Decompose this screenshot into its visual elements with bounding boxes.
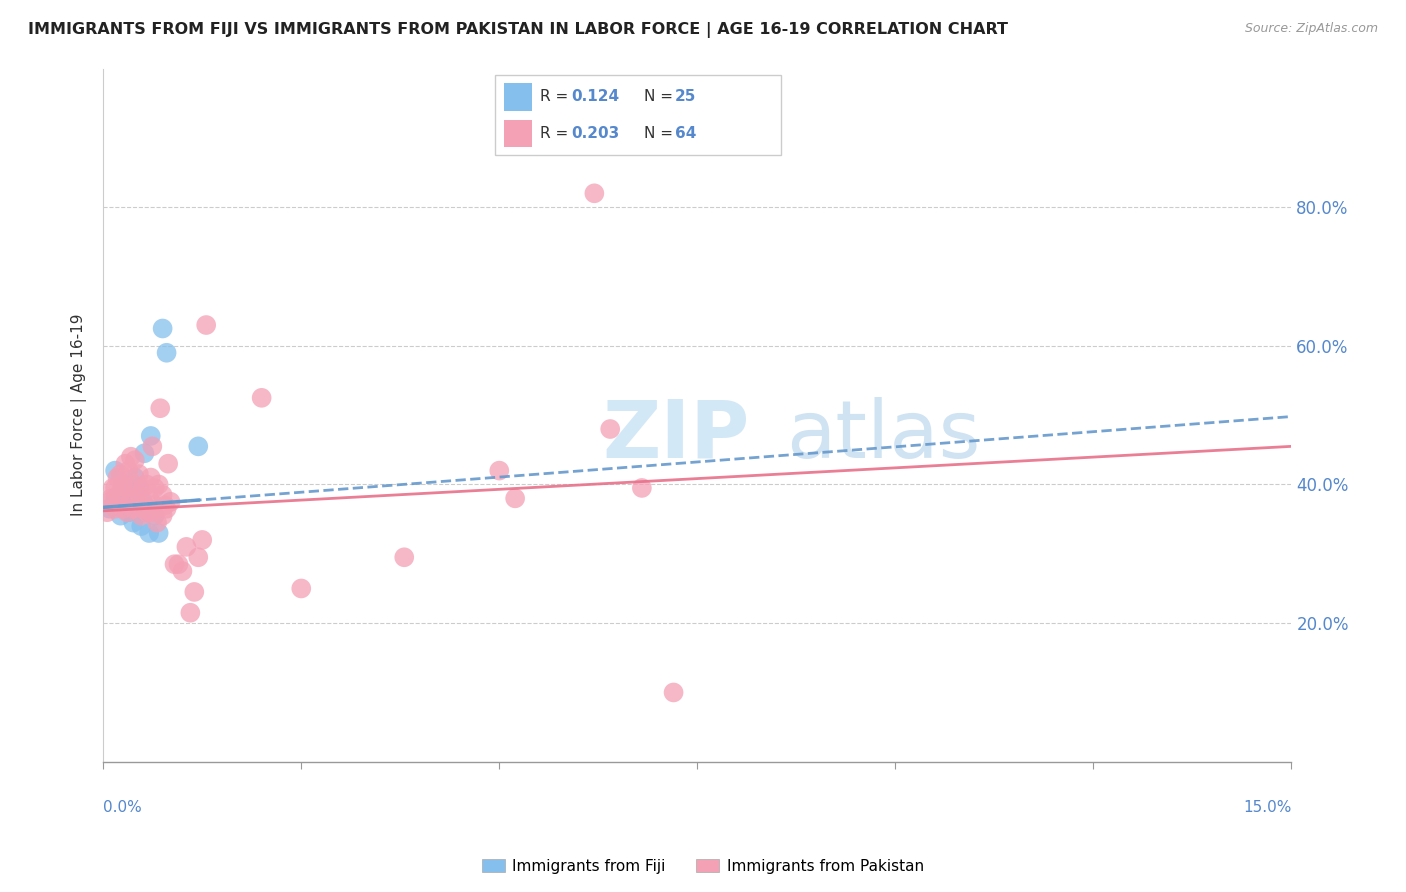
- Point: [141, 439, 163, 453]
- Point: [503, 491, 526, 506]
- Point: [139, 470, 162, 484]
- Point: [135, 505, 157, 519]
- Point: [120, 491, 142, 506]
- Point: [146, 516, 169, 530]
- Point: [124, 477, 146, 491]
- Point: [183, 585, 205, 599]
- Point: [115, 505, 138, 519]
- Point: [148, 526, 170, 541]
- Point: [179, 606, 201, 620]
- Point: [122, 501, 145, 516]
- Point: [129, 508, 152, 523]
- Point: [98, 495, 121, 509]
- Point: [117, 464, 139, 478]
- Text: IMMIGRANTS FROM FIJI VS IMMIGRANTS FROM PAKISTAN IN LABOR FORCE | AGE 16-19 CORR: IMMIGRANTS FROM FIJI VS IMMIGRANTS FROM …: [28, 22, 1008, 38]
- Point: [122, 516, 145, 530]
- Point: [100, 491, 122, 506]
- Point: [110, 508, 132, 523]
- Point: [394, 550, 416, 565]
- Text: 15.0%: 15.0%: [1243, 800, 1292, 815]
- Point: [195, 318, 218, 332]
- Point: [167, 558, 190, 572]
- Text: Source: ZipAtlas.com: Source: ZipAtlas.com: [1244, 22, 1378, 36]
- Point: [128, 488, 150, 502]
- Point: [124, 470, 146, 484]
- Point: [143, 498, 166, 512]
- Point: [134, 446, 156, 460]
- Point: [110, 484, 132, 499]
- Point: [631, 481, 654, 495]
- Point: [124, 453, 146, 467]
- Point: [117, 505, 139, 519]
- Point: [104, 501, 127, 516]
- Point: [187, 550, 209, 565]
- Text: 0.0%: 0.0%: [103, 800, 142, 815]
- Point: [172, 564, 194, 578]
- Point: [191, 533, 214, 547]
- Point: [139, 505, 162, 519]
- Point: [143, 481, 166, 495]
- Point: [115, 481, 138, 495]
- Point: [152, 488, 174, 502]
- Point: [138, 526, 160, 541]
- Point: [148, 477, 170, 491]
- Point: [104, 491, 127, 506]
- Point: [155, 345, 177, 359]
- Point: [138, 491, 160, 506]
- Point: [128, 481, 150, 495]
- Point: [148, 501, 170, 516]
- Point: [132, 481, 155, 495]
- Y-axis label: In Labor Force | Age 16-19: In Labor Force | Age 16-19: [72, 314, 87, 516]
- Point: [157, 457, 180, 471]
- Point: [110, 467, 132, 481]
- Point: [155, 501, 177, 516]
- Point: [125, 491, 148, 506]
- Point: [132, 495, 155, 509]
- Point: [135, 477, 157, 491]
- Point: [104, 481, 127, 495]
- Point: [108, 498, 131, 512]
- Point: [132, 501, 155, 516]
- Point: [111, 477, 134, 491]
- Point: [111, 477, 134, 491]
- Point: [290, 582, 312, 596]
- Point: [149, 401, 172, 416]
- Point: [115, 488, 138, 502]
- Point: [163, 558, 186, 572]
- Point: [599, 422, 621, 436]
- Point: [134, 498, 156, 512]
- Legend: Immigrants from Fiji, Immigrants from Pakistan: Immigrants from Fiji, Immigrants from Pa…: [475, 853, 931, 880]
- Point: [101, 481, 124, 495]
- Point: [187, 439, 209, 453]
- Point: [662, 685, 685, 699]
- Point: [153, 498, 176, 512]
- Point: [488, 464, 510, 478]
- Point: [98, 501, 121, 516]
- Point: [120, 484, 142, 499]
- Point: [152, 321, 174, 335]
- Point: [152, 508, 174, 523]
- Text: atlas: atlas: [786, 397, 981, 475]
- Point: [120, 450, 142, 464]
- Point: [583, 186, 606, 201]
- Point: [250, 391, 273, 405]
- Point: [107, 470, 129, 484]
- Point: [159, 495, 181, 509]
- Point: [114, 457, 136, 471]
- Point: [143, 508, 166, 523]
- Point: [96, 505, 118, 519]
- Point: [125, 495, 148, 509]
- Point: [129, 519, 152, 533]
- Point: [104, 464, 127, 478]
- Point: [108, 491, 131, 506]
- Point: [111, 501, 134, 516]
- Point: [135, 505, 157, 519]
- Point: [139, 429, 162, 443]
- Point: [176, 540, 198, 554]
- Point: [114, 495, 136, 509]
- Point: [128, 467, 150, 481]
- Text: ZIP: ZIP: [602, 397, 749, 475]
